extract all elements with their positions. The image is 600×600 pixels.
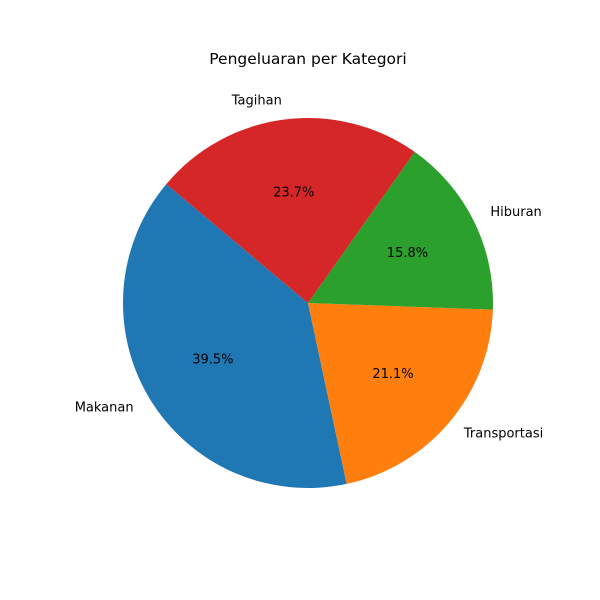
- pie-slice-makanan: [123, 184, 347, 488]
- pie-slice-transportasi: [308, 303, 493, 484]
- slice-pct-makanan: 39.5%: [192, 353, 233, 368]
- slice-label-makanan: Makanan: [75, 400, 134, 415]
- slice-label-hiburan: Hiburan: [490, 205, 541, 220]
- slice-pct-hiburan: 15.8%: [387, 246, 428, 261]
- slice-pct-tagihan: 23.7%: [273, 185, 314, 200]
- slice-label-tagihan: Tagihan: [231, 94, 282, 109]
- slice-label-transportasi: Transportasi: [463, 426, 543, 441]
- pie-slice-tagihan: [166, 118, 415, 303]
- pie-labels: Makanan 39.5% Transportasi 21.1% Hiburan 15.8…: [75, 94, 544, 442]
- slice-pct-transportasi: 21.1%: [372, 367, 413, 382]
- pie-slice-hiburan: [308, 151, 493, 310]
- chart-title: Pengeluaran per Kategori: [209, 50, 406, 68]
- pie-slices: [123, 118, 493, 488]
